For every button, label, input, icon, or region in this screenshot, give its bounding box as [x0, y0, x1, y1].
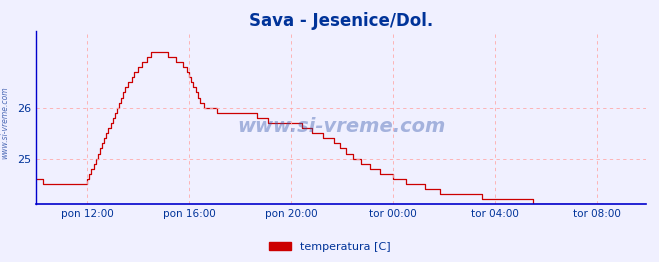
Title: Sava - Jesenice/Dol.: Sava - Jesenice/Dol.	[249, 12, 433, 30]
Legend: temperatura [C]: temperatura [C]	[264, 238, 395, 256]
Text: www.si-vreme.com: www.si-vreme.com	[1, 87, 10, 160]
Text: www.si-vreme.com: www.si-vreme.com	[237, 117, 445, 136]
